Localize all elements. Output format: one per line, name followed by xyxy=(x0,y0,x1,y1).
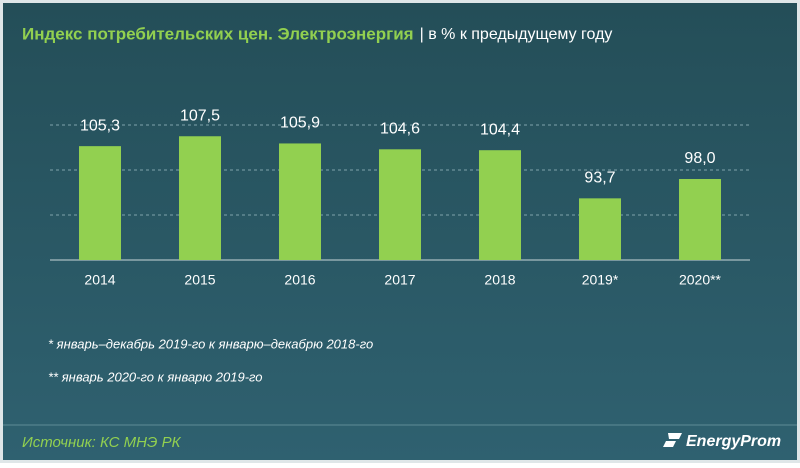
data-label: 98,0 xyxy=(684,150,715,167)
bar xyxy=(679,179,721,260)
logo: EnergyProm xyxy=(686,433,781,450)
bar xyxy=(579,198,621,260)
data-label: 107,5 xyxy=(180,107,220,124)
footnote: ** январь 2020-го к январю 2019-го xyxy=(48,369,263,384)
source: Источник: КС МНЭ РК xyxy=(22,434,182,451)
bar xyxy=(79,146,121,260)
bar xyxy=(179,136,221,260)
chart-title: Индекс потребительских цен. Электроэнерг… xyxy=(22,24,414,43)
x-tick-label: 2014 xyxy=(84,272,115,288)
data-label: 104,4 xyxy=(480,121,520,138)
data-label: 105,3 xyxy=(80,117,120,134)
data-label: 93,7 xyxy=(584,170,615,187)
bar xyxy=(379,149,421,260)
x-tick-label: 2020** xyxy=(679,272,722,288)
data-label: 105,9 xyxy=(280,115,320,132)
bar xyxy=(479,150,521,260)
footnote: * январь–декабрь 2019-го к январю–декабр… xyxy=(48,336,373,351)
x-tick-label: 2018 xyxy=(484,272,515,288)
x-tick-label: 2017 xyxy=(384,272,415,288)
data-label: 104,6 xyxy=(380,121,420,138)
x-tick-label: 2016 xyxy=(284,272,315,288)
logo-icon xyxy=(663,433,682,447)
chart-subtitle: | в % к предыдущему году xyxy=(420,26,613,43)
x-tick-label: 2015 xyxy=(184,272,215,288)
x-tick-label: 2019* xyxy=(582,272,619,288)
bar xyxy=(279,143,321,260)
